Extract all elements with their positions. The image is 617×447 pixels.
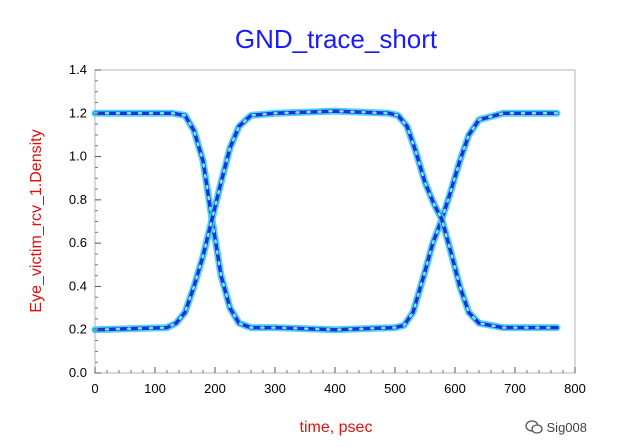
series-halo: [91, 109, 561, 334]
y-tick-label: 0.8: [69, 192, 87, 207]
x-tick-label: 600: [444, 381, 466, 396]
ticks-layer: 0 100 200 300 400 500 600 700 800 0.0 0.2 0.4 0.6 0.8…: [69, 62, 586, 396]
series-density-dots: [93, 112, 559, 331]
x-tick-label: 0: [91, 381, 98, 396]
y-tick-label: 0.2: [69, 322, 87, 337]
x-tick-label: 700: [504, 381, 526, 396]
x-tick-label: 400: [324, 381, 346, 396]
y-tick-label: 0.0: [69, 365, 87, 380]
y-tick-label: 1.0: [69, 149, 87, 164]
x-tick-label: 300: [264, 381, 286, 396]
x-tick-label: 500: [384, 381, 406, 396]
series-halo: [91, 107, 561, 334]
watermark-text: Sig008: [546, 419, 587, 435]
y-axis-label: Eye_victim_rcv_1.Density: [28, 129, 45, 312]
x-axis-label: time, psec: [300, 419, 373, 436]
x-tick-label: 200: [204, 381, 226, 396]
x-tick-label: 800: [564, 381, 586, 396]
series-line: [93, 109, 559, 332]
x-tick-label: 100: [144, 381, 166, 396]
y-tick-label: 0.6: [69, 235, 87, 250]
watermark: Sig008: [524, 419, 587, 435]
series-line: [93, 111, 559, 332]
y-tick-label: 0.4: [69, 278, 87, 293]
y-tick-label: 1.2: [69, 105, 87, 120]
chart-title: GND_trace_short: [235, 24, 438, 54]
wechat-icon: [524, 420, 543, 434]
y-tick-label: 1.4: [69, 62, 87, 77]
series-density-dots: [93, 109, 559, 331]
series-layer: [91, 107, 561, 334]
